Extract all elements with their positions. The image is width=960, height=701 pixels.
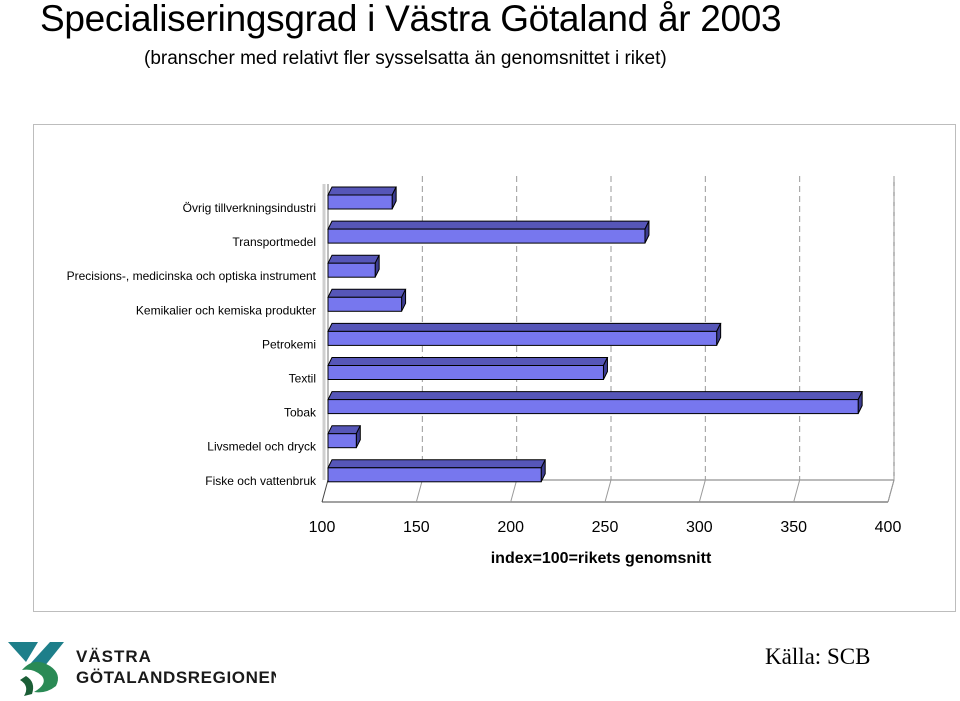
svg-text:VÄSTRA: VÄSTRA — [76, 647, 152, 666]
category-label: Övrig tillverkningsindustri — [183, 201, 316, 215]
vastra-gotalandsregionen-logo: VÄSTRA GÖTALANDSREGIONEN — [8, 642, 276, 696]
category-label: Fiske och vattenbruk — [205, 474, 317, 488]
bar — [327, 288, 407, 312]
x-tick-labels: 100 150 200 250 300 350 400 — [309, 519, 902, 536]
x-tick-label: 400 — [875, 519, 902, 536]
bar — [327, 220, 650, 244]
x-tick-label: 250 — [592, 519, 619, 536]
bar — [327, 357, 609, 380]
bar — [327, 186, 397, 210]
source-note: Källa: SCB — [765, 644, 871, 669]
category-label: Petrokemi — [262, 337, 316, 351]
chart-title: Specialiseringsgrad i Västra Götaland år… — [40, 0, 782, 39]
category-label: Precisions-, medicinska och optiska inst… — [67, 269, 317, 283]
bar — [327, 425, 362, 449]
bar — [327, 459, 547, 483]
x-tick-label: 150 — [403, 519, 430, 536]
x-axis-label: index=100=rikets genomsnitt — [491, 550, 712, 567]
bar — [327, 254, 380, 278]
category-labels: Övrig tillverkningsindustri Transportmede… — [67, 201, 317, 488]
x-tick-label: 350 — [780, 519, 807, 536]
category-label: Textil — [289, 372, 316, 386]
svg-text:GÖTALANDSREGIONEN: GÖTALANDSREGIONEN — [76, 668, 276, 687]
category-label: Livsmedel och dryck — [207, 440, 317, 454]
bars — [327, 186, 863, 483]
category-label: Transportmedel — [232, 235, 316, 249]
category-label: Tobak — [284, 406, 317, 420]
x-tick-label: 200 — [497, 519, 524, 536]
bar — [327, 322, 722, 346]
category-label: Kemikalier och kemiska produkter — [136, 303, 316, 317]
x-tick-label: 300 — [686, 519, 713, 536]
bar — [327, 391, 863, 415]
chart-subtitle: (branscher med relativt fler sysselsatta… — [144, 48, 667, 69]
x-tick-label: 100 — [309, 519, 336, 536]
